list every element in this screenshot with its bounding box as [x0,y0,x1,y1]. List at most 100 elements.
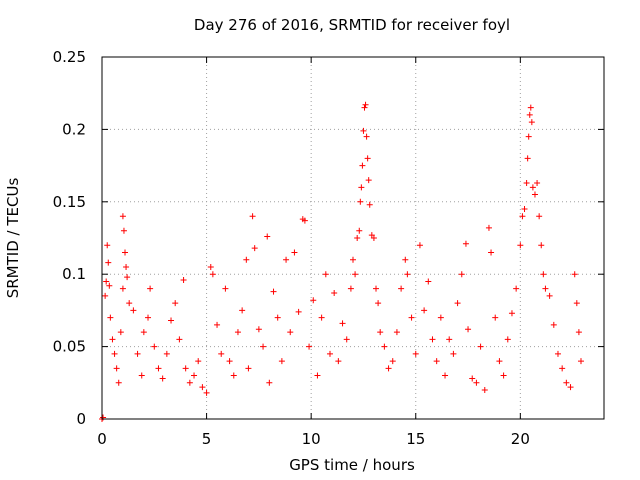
data-point [385,365,392,372]
data-point [207,263,214,270]
data-point [416,242,423,249]
data-point [314,372,321,379]
data-point [375,300,382,307]
data-point [364,155,371,162]
data-point [450,350,457,357]
data-point [172,300,179,307]
data-point [163,350,170,357]
data-point [526,111,533,118]
x-tick-label: 5 [202,430,212,448]
data-point [151,343,158,350]
data-point [203,389,210,396]
data-point [199,384,206,391]
data-point [295,308,302,315]
y-axis-label: SRMTID / TECUs [4,178,22,299]
data-point [113,365,120,372]
data-point [525,133,532,140]
data-point [243,256,250,263]
data-point [111,350,118,357]
data-point [429,336,436,343]
data-point [147,285,154,292]
data-point [301,217,308,224]
data-point [104,242,111,249]
data-point [554,350,561,357]
data-point [260,343,267,350]
x-tick-label: 0 [97,430,107,448]
y-tick-label: 0.15 [53,193,86,211]
data-point [389,358,396,365]
data-point [546,292,553,299]
data-point [527,104,534,111]
chart-title: Day 276 of 2016, SRMTID for receiver foy… [194,16,510,34]
data-point [362,101,369,108]
plot-frame [101,56,605,420]
data-point [504,336,511,343]
data-point [402,256,409,263]
data-point [180,276,187,283]
data-points [99,101,584,422]
data-point [347,285,354,292]
data-point [122,249,129,256]
data-point [107,314,114,321]
data-point [366,201,373,208]
data-point [542,285,549,292]
data-point [106,282,113,289]
data-point [191,372,198,379]
data-point [100,414,107,421]
data-point [102,292,109,299]
data-point [245,365,252,372]
data-point [519,213,526,220]
data-point [536,213,543,220]
data-point [186,379,193,386]
x-tick-label: 15 [406,430,425,448]
data-point [182,365,189,372]
data-point [145,314,152,321]
data-point [563,379,570,386]
data-point [159,375,166,382]
data-point [105,259,112,266]
data-point [361,104,368,111]
data-point [538,242,545,249]
data-point [218,350,225,357]
data-point [103,278,110,285]
data-point [360,127,367,134]
data-point [126,300,133,307]
data-point [356,227,363,234]
data-point [575,329,582,336]
data-point [481,387,488,394]
data-point [370,235,377,241]
data-point [255,326,262,333]
data-point [138,372,145,379]
data-point [251,245,258,252]
data-point [425,278,432,285]
data-point [306,343,313,350]
data-point [140,329,147,336]
data-point [117,329,124,336]
data-point [195,358,202,365]
data-point [567,384,574,391]
data-point [485,224,492,231]
y-tick-label: 0 [76,410,86,428]
data-point [465,326,472,333]
data-point [234,329,241,336]
axis-ticks: 0 0.05 0.1 0.15 0.2 0.25 0 5 10 15 20 [53,48,604,448]
data-point [176,336,183,343]
data-point [239,307,246,314]
data-point [550,321,557,328]
data-point [264,233,271,240]
data-point [335,358,342,365]
data-point [462,240,469,247]
data-point [274,314,281,321]
data-point [326,350,333,357]
y-tick-label: 0.25 [53,48,86,66]
data-point [500,372,507,379]
data-point [421,307,428,314]
data-point [523,179,530,186]
x-axis-label: GPS time / hours [289,456,415,474]
data-point [318,314,325,321]
data-point [270,288,277,295]
data-point [473,379,480,386]
y-tick-label: 0.05 [53,338,86,356]
data-point [454,300,461,307]
data-point [222,285,229,292]
